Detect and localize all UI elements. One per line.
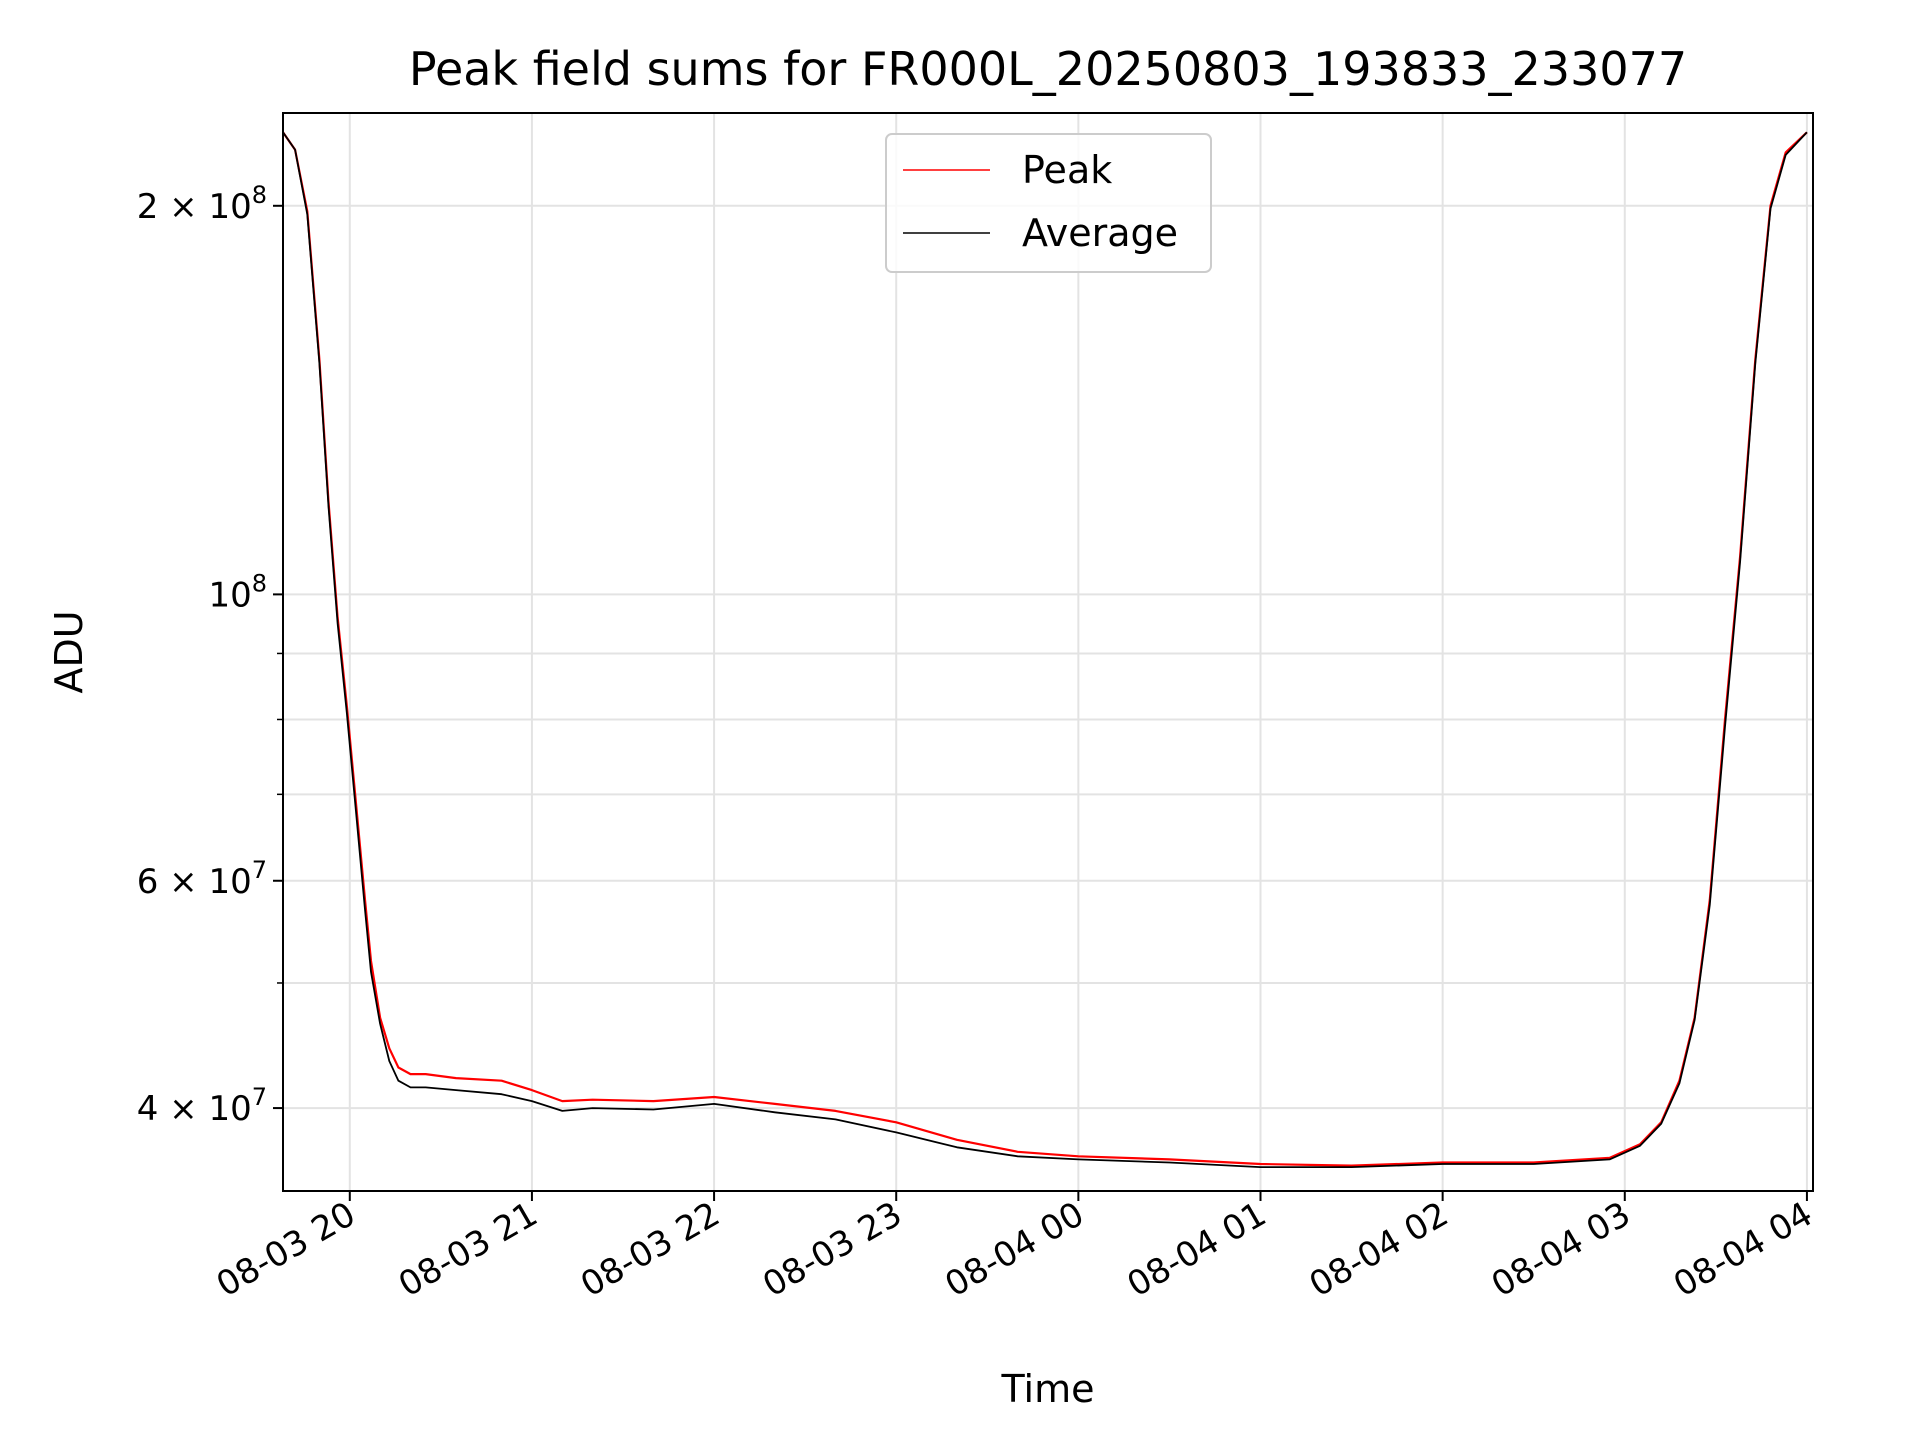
y-tick-label: 108 <box>208 569 267 615</box>
x-tick-label: 08-04 03 <box>1485 1194 1637 1305</box>
series-line-average <box>283 131 1808 1168</box>
legend: Peak Average <box>885 133 1212 273</box>
x-tick-label: 08-03 22 <box>574 1194 726 1305</box>
legend-label-average: Average <box>1022 211 1178 255</box>
x-tick-label: 08-03 21 <box>392 1194 544 1305</box>
x-tick-label: 08-03 20 <box>210 1194 362 1305</box>
y-tick-label: 6 × 107 <box>137 856 267 902</box>
y-axis: 4 × 107 6 × 107 108 2 × 108 <box>137 181 283 1129</box>
y-tick-label: 2 × 108 <box>137 181 267 227</box>
x-tick-label: 08-04 01 <box>1121 1194 1273 1305</box>
y-tick-label: 4 × 107 <box>137 1083 267 1129</box>
x-tick-label: 08-04 04 <box>1667 1194 1819 1305</box>
x-tick-label: 08-04 02 <box>1303 1194 1455 1305</box>
plot-frame <box>282 112 1814 1192</box>
series-line-peak <box>283 131 1808 1167</box>
chart-title: Peak field sums for FR000L_20250803_1938… <box>409 42 1687 96</box>
grid <box>283 113 1813 1191</box>
x-axis-label: Time <box>1001 1367 1095 1411</box>
x-tick-label: 08-04 00 <box>938 1194 1090 1305</box>
legend-label-peak: Peak <box>1022 148 1112 192</box>
y-axis-label: ADU <box>47 610 91 693</box>
plot-lines <box>283 131 1808 1168</box>
x-axis: 08-03 20 08-03 21 08-03 22 08-03 23 08-04 00… <box>210 1191 1819 1305</box>
legend-box <box>885 133 1212 273</box>
x-tick-label: 08-03 23 <box>756 1194 908 1305</box>
